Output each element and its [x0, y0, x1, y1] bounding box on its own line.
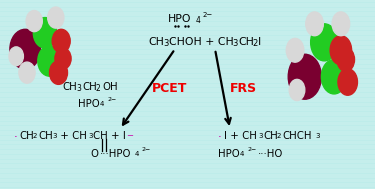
Text: 3: 3	[76, 84, 81, 93]
Circle shape	[55, 48, 71, 69]
Text: 3: 3	[315, 133, 320, 139]
Text: OH: OH	[102, 82, 118, 92]
Text: HPO: HPO	[78, 99, 100, 109]
Circle shape	[26, 11, 42, 32]
Text: CH: CH	[238, 37, 254, 47]
Text: 2−: 2−	[203, 12, 213, 18]
Text: 4: 4	[196, 16, 201, 25]
Text: 2−: 2−	[107, 97, 116, 102]
Circle shape	[38, 46, 61, 76]
Text: 2: 2	[96, 84, 101, 93]
Text: ···HPO: ···HPO	[100, 149, 132, 159]
Text: 2: 2	[252, 39, 257, 48]
Text: O: O	[90, 149, 98, 159]
Text: CH: CH	[38, 131, 53, 141]
Circle shape	[10, 29, 40, 69]
Text: CH: CH	[263, 131, 278, 141]
Circle shape	[52, 29, 70, 53]
Text: 3: 3	[258, 133, 262, 139]
Text: CH: CH	[148, 37, 164, 47]
Text: FRS: FRS	[230, 82, 257, 95]
Text: ĊHOH + CH: ĊHOH + CH	[169, 37, 234, 47]
Text: CHCH: CHCH	[282, 131, 312, 141]
Text: I: I	[258, 37, 261, 47]
Text: 2: 2	[33, 133, 38, 139]
Circle shape	[310, 24, 338, 61]
Circle shape	[306, 12, 323, 36]
Text: 4: 4	[100, 101, 104, 107]
Circle shape	[33, 18, 57, 48]
Circle shape	[50, 61, 68, 84]
Text: 4: 4	[240, 151, 244, 157]
Text: CH: CH	[19, 131, 34, 141]
Circle shape	[19, 62, 35, 83]
Circle shape	[9, 47, 23, 66]
Text: + CH: + CH	[57, 131, 87, 141]
Circle shape	[332, 12, 350, 36]
Text: ···HO: ···HO	[258, 149, 284, 159]
Circle shape	[321, 60, 347, 94]
Text: CH: CH	[62, 82, 77, 92]
Text: 3: 3	[88, 133, 93, 139]
Text: ·: ·	[218, 131, 222, 144]
Text: I + CH: I + CH	[224, 131, 257, 141]
Text: 2−: 2−	[247, 147, 256, 152]
Text: PCET: PCET	[152, 82, 188, 95]
Text: CH: CH	[82, 82, 97, 92]
Text: 3: 3	[52, 133, 57, 139]
Text: 3: 3	[163, 39, 168, 48]
Text: −: −	[126, 131, 133, 140]
Circle shape	[289, 79, 305, 101]
Text: 2−: 2−	[142, 147, 151, 152]
Text: 3: 3	[232, 39, 237, 48]
Circle shape	[288, 54, 321, 99]
Text: 4: 4	[135, 151, 140, 157]
Text: HPO: HPO	[168, 14, 192, 24]
Text: CH + I: CH + I	[93, 131, 126, 141]
Circle shape	[286, 38, 304, 62]
Circle shape	[337, 48, 354, 71]
Text: 2: 2	[277, 133, 281, 139]
Circle shape	[338, 69, 357, 95]
Circle shape	[48, 7, 64, 28]
Circle shape	[330, 36, 352, 65]
Text: ·: ·	[14, 131, 18, 144]
Text: HPO: HPO	[218, 149, 240, 159]
